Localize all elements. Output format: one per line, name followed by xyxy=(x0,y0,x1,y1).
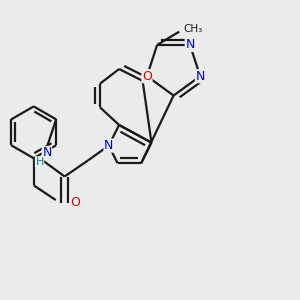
Text: N: N xyxy=(42,146,52,159)
Text: O: O xyxy=(142,70,152,83)
Text: O: O xyxy=(70,196,80,209)
Text: N: N xyxy=(196,70,205,83)
Text: H: H xyxy=(35,157,44,167)
Text: CH₃: CH₃ xyxy=(184,24,203,34)
Text: N: N xyxy=(104,139,113,152)
Text: N: N xyxy=(185,38,195,51)
